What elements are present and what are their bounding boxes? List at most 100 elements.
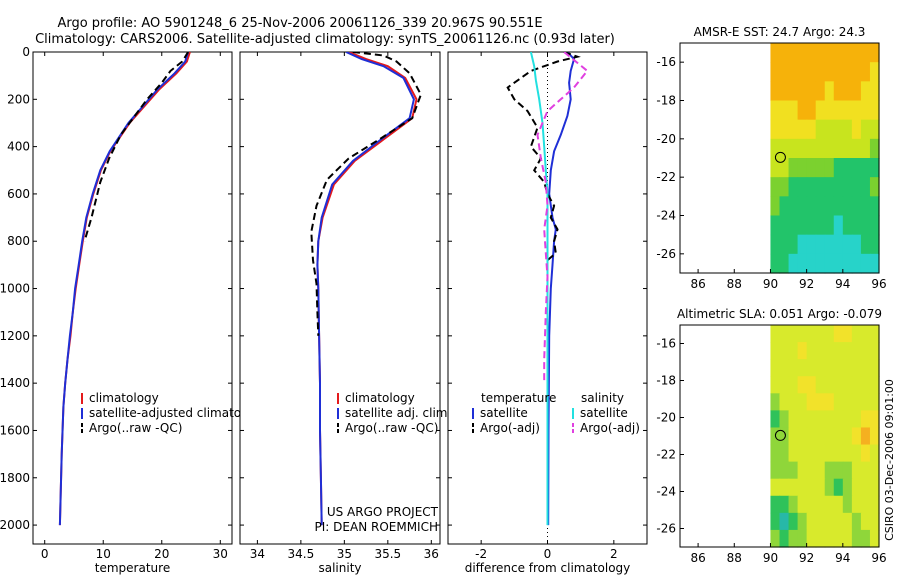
difference-legend-label: Argo(-adj) bbox=[580, 421, 640, 435]
sst_map-xtick-label: 96 bbox=[871, 277, 886, 291]
sla_map-cell bbox=[860, 427, 871, 446]
salinity-xtick-label: 34 bbox=[250, 547, 265, 561]
sla_map-cell bbox=[779, 376, 790, 394]
sst_map-cell bbox=[815, 62, 826, 82]
sla_map-cell bbox=[860, 393, 871, 411]
sla_map-cell bbox=[842, 529, 853, 548]
sla_map-cell bbox=[851, 342, 862, 360]
sst_map-cell bbox=[788, 215, 799, 236]
sla-map-panel: Altimetric SLA: 0.051 Argo: -0.079 86 88 90… bbox=[656, 307, 886, 565]
salinity-xtick-label: 34.5 bbox=[288, 547, 315, 561]
sst_map-cell bbox=[779, 81, 790, 102]
sst_map-cell bbox=[824, 196, 835, 217]
temperature-legend-label: Argo(..raw -QC) bbox=[89, 421, 182, 435]
difference-legend-label: satellite bbox=[580, 406, 628, 420]
sla_map-cell bbox=[788, 427, 799, 446]
sla_map-cell bbox=[851, 512, 862, 531]
sst_map-cell bbox=[824, 138, 835, 159]
sst_map-cell bbox=[815, 215, 826, 236]
sst_map-cell bbox=[806, 81, 817, 102]
sla_map-cell bbox=[779, 342, 790, 360]
temperature-series-satellite-adjusted-climatology bbox=[58, 52, 190, 526]
sst_map-cell bbox=[842, 158, 853, 178]
sla_map-cell bbox=[833, 461, 844, 480]
sst_map-cell bbox=[842, 253, 853, 274]
sst_map-xtick-label: 92 bbox=[799, 277, 814, 291]
sla_map-cell bbox=[824, 410, 835, 429]
sst_map-cell bbox=[815, 138, 826, 159]
sla_map-cell bbox=[824, 359, 835, 377]
sst_map-cell bbox=[779, 196, 790, 217]
sst_map-ytick-label: -20 bbox=[656, 132, 676, 146]
sla_map-cell bbox=[797, 461, 808, 480]
difference-series-temperature-satellite bbox=[547, 52, 576, 526]
sst_map-cell bbox=[797, 62, 808, 82]
sst_map-cell bbox=[788, 138, 799, 159]
sla_map-cell bbox=[815, 376, 826, 394]
salinity-series-satellite-adj-clim- bbox=[316, 52, 415, 526]
sla_map-cell bbox=[806, 376, 817, 394]
sla_map-cell bbox=[851, 359, 862, 377]
sla_map-cell bbox=[788, 444, 799, 463]
sst_map-cell bbox=[770, 100, 781, 121]
sla_map-cell bbox=[869, 512, 880, 531]
salinity-axes-frame bbox=[239, 51, 441, 545]
sla_map-cell bbox=[869, 427, 880, 446]
sla_map-cell bbox=[842, 427, 853, 446]
sla_map-cell bbox=[788, 376, 799, 394]
sla_map-cell bbox=[869, 376, 880, 394]
sla_map-cell bbox=[779, 410, 790, 429]
temperature-series-argo-raw-qc- bbox=[83, 52, 189, 242]
sla_map-xtick-label: 90 bbox=[763, 551, 778, 565]
sst_map-cell bbox=[806, 62, 817, 82]
sla_map-cell bbox=[797, 376, 808, 394]
sst_map-cell bbox=[851, 253, 862, 274]
sst_map-cell bbox=[788, 177, 799, 197]
sst_map-cell bbox=[806, 119, 817, 140]
sst_map-ytick-label: -24 bbox=[656, 209, 676, 223]
sst_map-cell bbox=[779, 215, 790, 236]
sst_map-cell bbox=[860, 196, 871, 217]
sla_map-cell bbox=[806, 478, 817, 497]
sla_map-cell bbox=[842, 444, 853, 463]
sst_map-cell bbox=[833, 158, 844, 178]
sla_map-cell bbox=[824, 478, 835, 497]
temperature-ytick-label: 1400 bbox=[0, 376, 30, 390]
sst_map-cell bbox=[770, 196, 781, 217]
sla_map-cell bbox=[788, 529, 799, 548]
sla_map-cell bbox=[779, 444, 790, 463]
sst_map-cell bbox=[869, 62, 880, 82]
sst_map-cell bbox=[797, 43, 808, 63]
sla_map-axes-frame bbox=[679, 324, 880, 548]
salinity-xtick-label: 35 bbox=[337, 547, 352, 561]
sst_map-cell bbox=[788, 253, 799, 274]
sla_map-cell bbox=[797, 444, 808, 463]
sla_map-cell bbox=[806, 410, 817, 429]
sst_map-cell bbox=[788, 43, 799, 63]
sst_map-cell bbox=[824, 234, 835, 255]
sla_map-cell bbox=[770, 444, 781, 463]
sla_map-cell bbox=[833, 325, 844, 343]
sst_map-cell bbox=[860, 234, 871, 255]
sst_map-cell bbox=[815, 196, 826, 217]
salinity-annotation: US ARGO PROJECT bbox=[327, 505, 439, 519]
sst_map-cell bbox=[842, 196, 853, 217]
sla_map-cell bbox=[779, 325, 790, 343]
difference-series-salinity-argo-adj- bbox=[536, 52, 589, 384]
sst_map-xtick-label: 90 bbox=[763, 277, 778, 291]
difference-xlabel: difference from climatology bbox=[465, 561, 631, 575]
sst_map-cell bbox=[770, 62, 781, 82]
sst_map-cell bbox=[806, 43, 817, 63]
sla_map-cell bbox=[824, 376, 835, 394]
sst_map-cell bbox=[851, 100, 862, 121]
sla_map-cell bbox=[860, 512, 871, 531]
sla_map-cell bbox=[779, 478, 790, 497]
sst_map-ytick-label: -22 bbox=[656, 170, 676, 184]
sla_map-cell bbox=[797, 427, 808, 446]
sst_map-cell bbox=[797, 81, 808, 102]
sst_map-cell bbox=[797, 138, 808, 159]
sla_map-cell bbox=[815, 359, 826, 377]
sst_map-cell bbox=[860, 138, 871, 159]
sla_map-cell bbox=[806, 393, 817, 411]
sla_map-cell bbox=[851, 393, 862, 411]
